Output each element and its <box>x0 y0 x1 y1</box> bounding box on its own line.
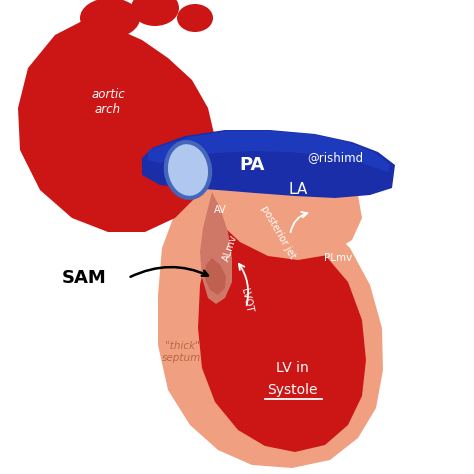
Polygon shape <box>18 18 215 232</box>
Ellipse shape <box>80 0 140 38</box>
Text: @rishimd: @rishimd <box>307 152 363 164</box>
Text: PLmv: PLmv <box>324 253 352 263</box>
Text: LVOT: LVOT <box>238 287 254 313</box>
Text: SAM: SAM <box>62 269 107 287</box>
Polygon shape <box>214 158 362 260</box>
Text: PA: PA <box>239 156 264 174</box>
Text: aortic
arch: aortic arch <box>91 88 125 116</box>
Text: Systole: Systole <box>267 383 317 397</box>
Text: "thick"
septum: "thick" septum <box>163 341 201 363</box>
Text: LA: LA <box>288 182 308 198</box>
Text: ALmv: ALmv <box>221 233 239 263</box>
Text: posterior jet: posterior jet <box>259 204 297 260</box>
Ellipse shape <box>166 142 210 198</box>
Polygon shape <box>200 192 232 304</box>
Ellipse shape <box>177 4 213 32</box>
Polygon shape <box>142 130 395 198</box>
Polygon shape <box>158 178 383 468</box>
Polygon shape <box>205 258 226 295</box>
Polygon shape <box>148 131 390 172</box>
Ellipse shape <box>131 0 179 26</box>
Text: LV in: LV in <box>275 361 309 375</box>
Text: AV: AV <box>214 205 226 215</box>
Polygon shape <box>198 218 366 452</box>
